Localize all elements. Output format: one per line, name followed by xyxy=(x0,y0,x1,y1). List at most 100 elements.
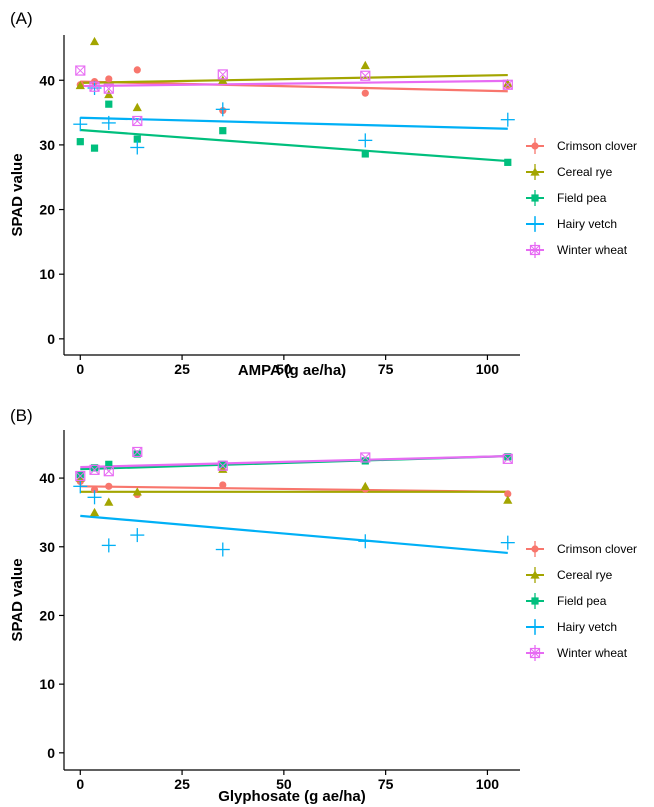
legend: Crimson clover Cereal rye Field pea Hairy v… xyxy=(526,541,637,661)
legend-marker xyxy=(528,217,542,231)
data-point-winter-wheat xyxy=(360,70,371,81)
fit-line-field-pea xyxy=(80,128,508,163)
y-tick-label: 30 xyxy=(39,137,55,153)
data-point-field-pea xyxy=(361,150,369,158)
data-point-cereal-rye xyxy=(132,487,142,496)
legend-label: Field pea xyxy=(557,594,607,608)
legend-label: Field pea xyxy=(557,191,607,205)
data-point-winter-wheat xyxy=(89,81,100,92)
data-point-cereal-rye xyxy=(360,481,370,491)
data-point-crimson-clover xyxy=(105,75,113,83)
data-point-winter-wheat xyxy=(132,446,143,458)
data-point-winter-wheat xyxy=(217,69,228,80)
legend-item-cereal-rye: Cereal rye xyxy=(526,567,613,583)
data-point-hairy-vetch xyxy=(101,538,116,553)
y-tick-label: 40 xyxy=(39,72,55,88)
fit-line-crimson-clover xyxy=(80,80,508,93)
data-point-hairy-vetch xyxy=(215,102,230,117)
data-point-winter-wheat xyxy=(75,470,86,482)
legend-marker xyxy=(529,647,541,659)
legend-label: Hairy vetch xyxy=(557,217,617,231)
y-tick-label: 10 xyxy=(39,266,55,282)
legend-label: Crimson clover xyxy=(557,139,637,153)
fit-line-winter-wheat xyxy=(80,455,508,469)
data-point-cereal-rye xyxy=(503,78,513,88)
data-point-hairy-vetch xyxy=(358,133,373,148)
legend-item-winter-wheat: Winter wheat xyxy=(526,242,628,258)
y-tick-label: 10 xyxy=(39,676,55,692)
x-axis-title: AMPA (g ae/ha) xyxy=(238,362,346,379)
legend-item-winter-wheat: Winter wheat xyxy=(526,645,628,661)
legend-marker xyxy=(528,620,542,634)
legend-item-hairy-vetch: Hairy vetch xyxy=(526,619,617,635)
x-tick-label: 25 xyxy=(174,776,190,792)
data-point-winter-wheat xyxy=(103,466,114,477)
data-point-hairy-vetch xyxy=(130,528,145,543)
data-point-cereal-rye xyxy=(89,36,100,46)
data-point-field-pea xyxy=(219,127,227,135)
legend-marker xyxy=(531,545,539,553)
data-point-hairy-vetch xyxy=(500,112,515,127)
y-tick-label: 20 xyxy=(39,202,55,218)
legend-item-field-pea: Field pea xyxy=(526,593,607,609)
x-tick-label: 25 xyxy=(174,361,190,377)
panel-label: (B) xyxy=(10,406,33,425)
legend-item-crimson-clover: Crimson clover xyxy=(526,138,637,154)
data-point-field-pea xyxy=(504,453,512,461)
data-point-hairy-vetch xyxy=(73,479,88,494)
legend-marker xyxy=(531,142,539,150)
data-point-cereal-rye xyxy=(132,102,142,112)
data-point-hairy-vetch xyxy=(87,490,102,505)
legend-item-hairy-vetch: Hairy vetch xyxy=(526,216,617,232)
legend-label: Crimson clover xyxy=(557,542,637,556)
data-point-field-pea xyxy=(361,457,369,465)
y-axis-title: SPAD value xyxy=(9,153,26,236)
data-point-field-pea xyxy=(90,464,99,472)
legend-label: Winter wheat xyxy=(557,243,628,257)
data-point-crimson-clover xyxy=(504,490,512,498)
data-point-field-pea xyxy=(76,138,84,146)
legend-marker xyxy=(530,167,540,176)
data-point-hairy-vetch xyxy=(358,534,373,549)
data-point-crimson-clover xyxy=(90,486,99,494)
data-point-cereal-rye xyxy=(104,89,114,99)
legend-label: Cereal rye xyxy=(557,165,613,179)
data-point-cereal-rye xyxy=(360,60,370,70)
data-point-winter-wheat xyxy=(217,460,228,471)
legend-item-field-pea: Field pea xyxy=(526,190,607,206)
fit-line-hairy-vetch xyxy=(80,514,508,555)
legend-item-crimson-clover: Crimson clover xyxy=(526,541,637,557)
data-point-hairy-vetch xyxy=(73,117,88,132)
legend-marker xyxy=(529,244,541,256)
data-point-cereal-rye xyxy=(75,80,85,90)
x-tick-label: 100 xyxy=(476,361,500,377)
data-point-crimson-clover xyxy=(133,66,141,74)
legend-label: Winter wheat xyxy=(557,646,628,660)
data-point-cereal-rye xyxy=(89,507,100,517)
data-point-winter-wheat xyxy=(502,453,513,464)
data-point-field-pea xyxy=(133,450,141,458)
legend-marker xyxy=(531,597,539,605)
legend-item-cereal-rye: Cereal rye xyxy=(526,164,613,180)
data-point-crimson-clover xyxy=(361,89,369,97)
legend-marker xyxy=(530,570,540,579)
x-tick-label: 100 xyxy=(476,776,500,792)
data-point-field-pea xyxy=(76,471,84,479)
legend: Crimson clover Cereal rye Field pea Hairy v… xyxy=(526,138,637,258)
data-point-hairy-vetch xyxy=(130,140,145,155)
y-tick-label: 40 xyxy=(39,470,55,486)
data-point-winter-wheat xyxy=(502,79,513,90)
data-point-field-pea xyxy=(105,100,113,108)
data-point-cereal-rye xyxy=(218,75,228,84)
legend-marker xyxy=(531,194,539,202)
y-axis-title: SPAD value xyxy=(9,558,26,641)
x-tick-label: 75 xyxy=(378,361,394,377)
data-point-hairy-vetch xyxy=(215,542,230,557)
x-tick-label: 50 xyxy=(276,776,292,792)
y-tick-label: 0 xyxy=(47,331,55,347)
data-point-field-pea xyxy=(90,144,99,152)
y-tick-label: 20 xyxy=(39,607,55,623)
legend-label: Cereal rye xyxy=(557,568,613,582)
x-tick-label: 0 xyxy=(76,361,84,377)
